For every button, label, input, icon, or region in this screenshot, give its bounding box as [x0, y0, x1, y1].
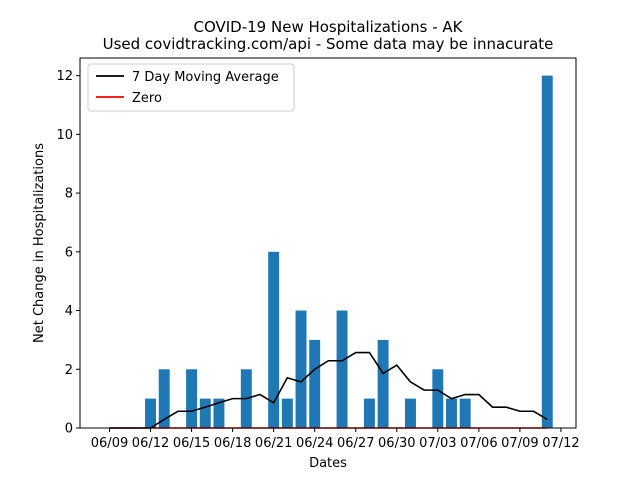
bars-group: [145, 75, 553, 429]
bar-06/13: [158, 369, 170, 428]
bar-06/21: [268, 251, 280, 428]
y-axis: 0 2 4 6 8 10 12: [56, 69, 80, 437]
y-tick-label-2: 2: [65, 363, 73, 378]
x-tick-label-06/12: 06/12: [132, 436, 169, 451]
bar-06/26: [336, 310, 348, 428]
x-tick-label-06/27: 06/27: [337, 436, 374, 451]
y-tick-label-0: 0: [65, 422, 73, 437]
legend-label-zero: Zero: [132, 91, 162, 106]
x-tick-label-07/12: 07/12: [542, 436, 579, 451]
bar-06/12: [145, 398, 157, 428]
x-tick-label-07/06: 07/06: [460, 436, 497, 451]
bar-06/22: [281, 398, 293, 428]
x-tick-label-06/24: 06/24: [296, 436, 333, 451]
lines-group: [109, 351, 548, 429]
x-tick-label-06/15: 06/15: [173, 436, 210, 451]
x-tick-label-06/30: 06/30: [378, 436, 415, 451]
y-tick-label-8: 8: [65, 187, 73, 202]
bar-07/04: [446, 398, 457, 428]
bar-06/15: [186, 369, 198, 428]
y-tick-label-4: 4: [65, 304, 73, 319]
x-axis-label: Dates: [309, 456, 347, 471]
x-tick-label-07/09: 07/09: [501, 436, 538, 451]
bar-06/23: [295, 310, 307, 428]
legend: 7 Day Moving Average Zero: [87, 63, 295, 112]
bar-06/16: [199, 398, 211, 428]
chart-title: COVID-19 New Hospitalizations - AK: [193, 18, 463, 36]
legend-label-moving-average: 7 Day Moving Average: [132, 70, 279, 85]
y-tick-label-12: 12: [56, 69, 73, 84]
x-tick-label-06/09: 06/09: [91, 436, 128, 451]
bar-06/28: [363, 398, 375, 428]
line-7-day-moving-average: [109, 351, 548, 429]
y-axis-label: Net Change in Hospitalizations: [32, 143, 47, 343]
y-tick-label-6: 6: [65, 245, 73, 260]
chart-subtitle: Used covidtracking.com/api - Some data m…: [103, 35, 554, 53]
x-tick-label-06/18: 06/18: [214, 436, 251, 451]
x-tick-label-07/03: 07/03: [419, 436, 456, 451]
y-tick-label-10: 10: [56, 128, 73, 143]
legend-box: [87, 63, 295, 112]
bar-06/29: [377, 339, 389, 428]
plot-frame: [79, 57, 577, 429]
bar-07/01: [404, 398, 416, 428]
bar-07/11: [541, 75, 553, 429]
bar-07/05: [459, 398, 471, 428]
bar-07/03: [432, 369, 444, 428]
x-axis: 06/09 06/12 06/15 06/18 06/21 06/24 06/27 06/30…: [91, 428, 580, 451]
bar-06/17: [213, 398, 225, 428]
bar-06/24: [309, 339, 321, 428]
x-tick-label-06/21: 06/21: [255, 436, 292, 451]
